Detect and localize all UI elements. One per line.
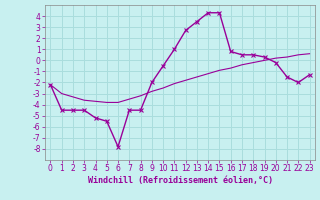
X-axis label: Windchill (Refroidissement éolien,°C): Windchill (Refroidissement éolien,°C): [87, 176, 273, 185]
